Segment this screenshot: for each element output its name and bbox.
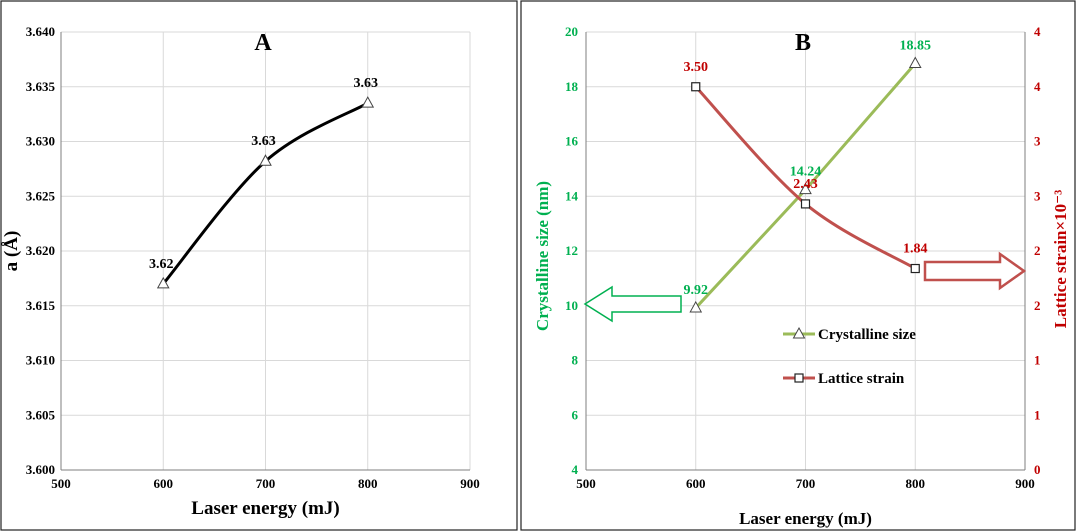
panel-a-data-label: 3.63 [354, 76, 379, 91]
panel-a-y-tick-label: 3.615 [26, 298, 56, 313]
panel-b-right-tick-label: 2 [1034, 243, 1041, 258]
panel-b-x-tick-label: 500 [576, 476, 596, 491]
panel-b-right-tick-label: 1 [1034, 407, 1041, 422]
panel-a-y-tick-label: 3.635 [26, 79, 56, 94]
lattice-strain-data-label: 1.84 [903, 242, 928, 257]
panel-b-left-tick-label: 4 [572, 462, 579, 477]
panel-a-x-tick-label: 600 [154, 476, 174, 491]
crystalline-size-data-label: 14.24 [790, 165, 822, 180]
panel-b-right-tick-label: 1 [1034, 353, 1041, 368]
legend-square-marker [794, 373, 804, 383]
panel-b-right-tick-label: 0 [1034, 462, 1041, 477]
panel-b-left-tick-label: 20 [565, 24, 578, 39]
panel-a-y-tick-label: 3.640 [26, 24, 55, 39]
panel-a-x-tick-label: 500 [51, 476, 71, 491]
panel-b-x-axis-label: Laser energy (mJ) [739, 509, 872, 528]
lattice-strain-point [691, 82, 701, 92]
panel-b-x-tick-label: 800 [906, 476, 926, 491]
panel-a-border [0, 0, 518, 531]
panel-b-right-tick-label: 3 [1034, 134, 1041, 149]
panel-a-x-tick-label: 900 [460, 476, 480, 491]
legend-lattice-strain-label: Lattice strain [818, 371, 905, 387]
panel-b-right-axis-arrow [923, 251, 1027, 291]
lattice-strain-data-label: 3.50 [684, 60, 709, 75]
panel-b-left-tick-label: 8 [572, 353, 579, 368]
panel-a-title: A [254, 30, 272, 56]
panel-b-right-tick-label: 2 [1034, 298, 1041, 313]
panel-b-left-tick-label: 16 [565, 134, 579, 149]
panel-a-data-point [156, 276, 170, 289]
crystalline-size-point [689, 300, 703, 313]
panel-b-border [520, 0, 1076, 531]
crystalline-size-data-label: 18.85 [900, 38, 932, 53]
panel-a-y-tick-label: 3.625 [26, 188, 56, 203]
panel-b-left-axis-arrow [583, 285, 682, 323]
panel-a-data-label: 3.63 [251, 134, 276, 149]
crystalline-size-point [799, 182, 812, 195]
panel-b-x-tick-label: 600 [686, 476, 706, 491]
panel-b-right-tick-label: 4 [1034, 24, 1041, 39]
lattice-strain-data-label: 2.43 [793, 177, 818, 192]
panel-b-left-y-axis-label: Crystalline size (nm) [533, 181, 552, 331]
panel-b-right-tick-label: 4 [1034, 79, 1041, 94]
panel-a-data-point [259, 154, 272, 166]
panel-b-right-y-axis-label: Lattice strain×10⁻³ [1051, 190, 1070, 328]
panel-a-y-tick-label: 3.600 [26, 462, 55, 477]
panel-a-y-tick-label: 3.610 [26, 353, 55, 368]
crystalline-size-point [908, 56, 922, 68]
legend-triangle-marker [792, 326, 806, 339]
panel-b-legend: Crystalline size Lattice strain [783, 326, 916, 387]
panel-a-y-tick-label: 3.605 [26, 407, 56, 422]
panel-a-x-tick-label: 700 [256, 476, 276, 491]
panel-b-left-tick-label: 10 [565, 298, 578, 313]
lattice-strain-point [800, 199, 811, 209]
panel-a-y-tick-label: 3.620 [26, 243, 55, 258]
panel-a-data-label: 3.62 [149, 257, 174, 272]
lattice-strain-point [910, 263, 920, 274]
panel-b-right-tick-label: 3 [1034, 188, 1041, 203]
panel-b-left-tick-label: 12 [565, 243, 578, 258]
panel-a-y-axis-label: a (Å) [1, 231, 22, 272]
legend-crystalline-size-label: Crystalline size [818, 327, 916, 343]
panel-a-y-tick-label: 3.630 [26, 134, 55, 149]
panel-b-left-tick-label: 14 [565, 188, 579, 203]
panel-b-x-tick-label: 700 [796, 476, 816, 491]
panel-b-left-tick-label: 18 [565, 79, 579, 94]
crystalline-size-data-label: 9.92 [684, 283, 709, 298]
panel-b-x-tick-label: 900 [1015, 476, 1035, 491]
panel-a-chart: 3.6003.6053.6103.6153.6203.6253.6303.635… [1, 24, 480, 519]
panel-a-data-point [361, 96, 375, 108]
panel-a-x-axis-label: Laser energy (mJ) [191, 498, 339, 519]
panel-b-left-tick-label: 6 [572, 407, 579, 422]
panel-b-title: B [795, 30, 811, 56]
panel-a-x-tick-label: 800 [358, 476, 378, 491]
